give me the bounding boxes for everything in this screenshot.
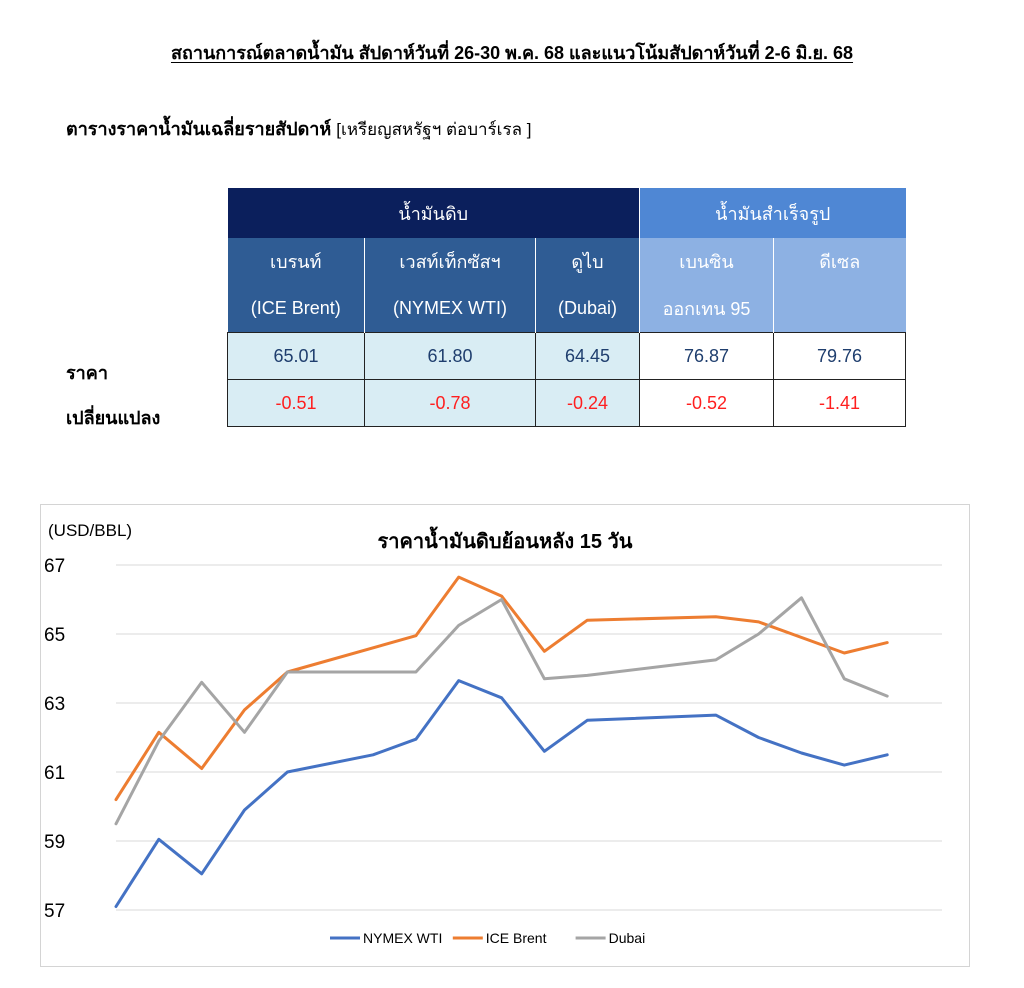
col-dubai-code: (Dubai)	[535, 285, 640, 333]
y-tick-label: 65	[44, 625, 65, 646]
col-gasoline-code: ออกเทน 95	[639, 285, 774, 333]
price-wti: 61.80	[364, 332, 536, 380]
row-label-change: เปลี่ยนแปลง	[66, 408, 161, 428]
price-diesel: 79.76	[773, 332, 906, 380]
y-axis-label: (USD/BBL)	[48, 521, 132, 540]
y-tick-label: 63	[44, 694, 65, 715]
col-gasoline-name: เบนซิน	[639, 238, 774, 285]
y-tick-label: 67	[44, 556, 65, 577]
chart-title: ราคาน้ำมันดิบย้อนหลัง 15 วัน	[378, 526, 633, 553]
change-diesel: -1.41	[773, 379, 906, 427]
table-title: ตารางราคาน้ำมันเฉลี่ยรายสัปดาห์ [เหรียญส…	[66, 114, 531, 143]
y-tick-label: 59	[44, 832, 65, 853]
group-refined-header: น้ำมันสำเร็จรูป	[639, 188, 906, 238]
legend-label-ice-brent: ICE Brent	[486, 930, 547, 946]
price-gasoline: 76.87	[639, 332, 774, 380]
col-wti-code: (NYMEX WTI)	[364, 285, 536, 333]
page-title: สถานการณ์ตลาดน้ำมัน สัปดาห์วันที่ 26-30 …	[170, 43, 854, 63]
table-unit: [เหรียญสหรัฐฯ ต่อบาร์เรล ]	[336, 120, 532, 139]
price-brent: 65.01	[227, 332, 365, 380]
series-line-dubai	[114, 596, 889, 826]
crude-price-chart: ราคาน้ำมันดิบย้อนหลัง 15 วัน (USD/BBL) 67 6…	[44, 521, 942, 946]
row-label-price: ราคา	[66, 363, 108, 383]
col-diesel-code	[773, 285, 906, 333]
change-dubai: -0.24	[535, 379, 640, 427]
y-tick-label: 61	[44, 763, 65, 784]
price-table: น้ำมันดิบ น้ำมันสำเร็จรูป เบรนท์ เวสท์เท…	[227, 188, 906, 427]
change-brent: -0.51	[227, 379, 365, 427]
col-dubai-name: ดูไบ	[535, 238, 640, 285]
change-gasoline: -0.52	[639, 379, 774, 427]
legend-label-dubai: Dubai	[609, 930, 646, 946]
col-wti-name: เวสท์เท็กซัสฯ	[364, 238, 536, 285]
col-brent-code: (ICE Brent)	[227, 285, 365, 333]
col-brent-name: เบรนท์	[227, 238, 365, 285]
price-dubai: 64.45	[535, 332, 640, 380]
legend-label-nymex-wti: NYMEX WTI	[363, 930, 442, 946]
table-title-text: ตารางราคาน้ำมันเฉลี่ยรายสัปดาห์	[66, 119, 332, 139]
series-line-nymex-wti	[114, 679, 889, 908]
series-line-ice-brent	[114, 575, 889, 802]
group-crude-header: น้ำมันดิบ	[227, 188, 640, 238]
y-tick-label: 57	[44, 901, 65, 922]
chart-frame	[40, 504, 970, 967]
change-wti: -0.78	[364, 379, 536, 427]
col-diesel-name: ดีเซล	[773, 238, 906, 285]
